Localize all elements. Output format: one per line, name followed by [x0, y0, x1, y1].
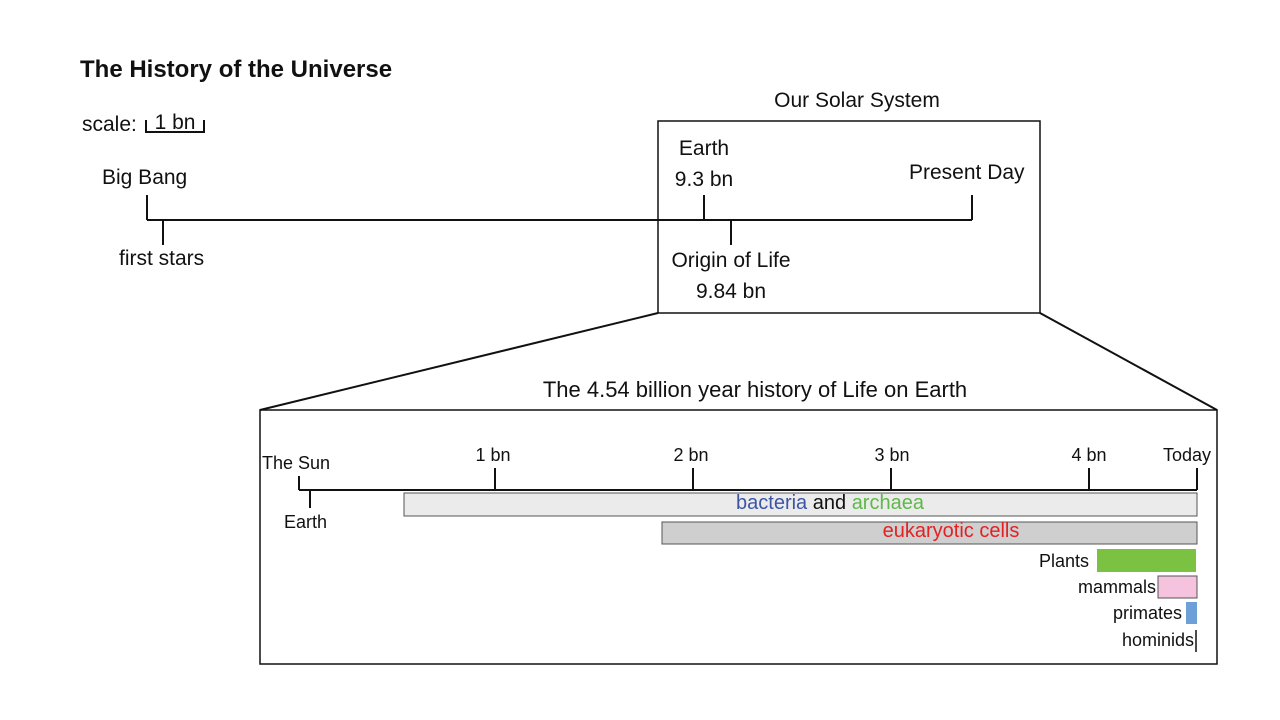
scale-bracket [145, 120, 205, 133]
zoom-line-left [259, 312, 659, 411]
life-panel-box [259, 409, 1218, 665]
zoom-line-right [1039, 312, 1218, 411]
primates-bar [1186, 602, 1197, 624]
scale-label: scale: [82, 113, 137, 136]
big-bang-label: Big Bang [102, 166, 188, 189]
tick-label-2bn: 2 bn [673, 445, 709, 465]
and-word: and [812, 492, 847, 514]
first-stars-label: first stars [119, 247, 205, 270]
origin-of-life-value: 9.84 bn [695, 280, 767, 303]
tick-label-today: Today [1162, 445, 1212, 465]
life-panel-title: The 4.54 billion year history of Life on… [542, 377, 968, 402]
plants-bar [1097, 549, 1196, 572]
tick-label-4bn: 4 bn [1071, 445, 1107, 465]
earth-value: 9.3 bn [674, 168, 734, 191]
origin-of-life-label: Origin of Life [671, 249, 791, 272]
hominids-label: hominids [1121, 630, 1194, 650]
archaea-word: archaea [851, 492, 924, 514]
page-title: The History of the Universe [80, 56, 393, 83]
tick-label-3bn: 3 bn [874, 445, 910, 465]
tick-label-1bn: 1 bn [475, 445, 511, 465]
plants-label: Plants [1038, 551, 1089, 571]
primates-label: primates [1112, 603, 1182, 623]
earth-life-label: Earth [284, 512, 328, 532]
bacteria-word: bacteria [736, 492, 808, 514]
sun-label: The Sun [262, 453, 331, 473]
mammals-label: mammals [1077, 577, 1156, 597]
earth-label: Earth [678, 137, 730, 160]
mammals-bar [1157, 575, 1198, 599]
present-day-label: Present Day [909, 161, 1025, 184]
eukaryotic-label: eukaryotic cells [882, 520, 1020, 542]
solar-system-label: Our Solar System [774, 89, 940, 112]
bacteria-archaea-label: bacteria and archaea [736, 492, 924, 515]
eukaryotic-bar [661, 521, 1198, 545]
bacteria-archaea-bar [403, 492, 1198, 517]
solar-system-box [657, 120, 1041, 314]
